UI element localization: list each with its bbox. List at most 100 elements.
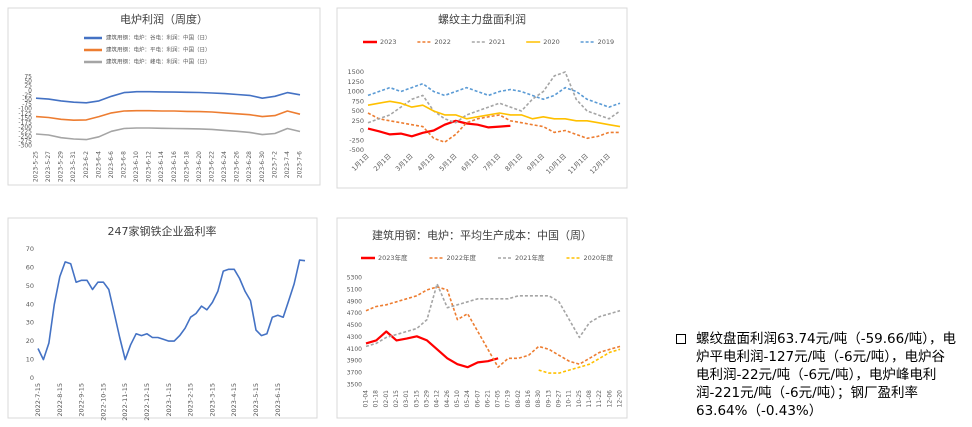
x-tick-label: 2022-10-15 xyxy=(99,383,107,421)
y-tick-label: -200 xyxy=(18,124,32,131)
x-tick-label: 08-02 xyxy=(515,390,522,408)
series-line xyxy=(367,100,621,128)
x-tick-label: 12-20 xyxy=(617,390,624,408)
x-tick-label: 02-15 xyxy=(393,390,400,408)
x-tick-label: 2022-11-15 xyxy=(121,383,129,421)
series-line xyxy=(37,259,306,361)
chart-title: 建筑用钢：电炉：平均生产成本：中国（周） xyxy=(372,228,592,242)
y-tick-label: 25 xyxy=(24,83,32,90)
x-tick-label: 2023-6-15 xyxy=(274,383,282,417)
y-tick-label: -100 xyxy=(18,106,32,113)
x-tick-label: 03-29 xyxy=(423,390,430,408)
y-tick-label: 50 xyxy=(26,282,34,290)
y-tick-label: 60 xyxy=(26,263,34,271)
y-tick-label: -250 xyxy=(349,136,364,144)
y-tick-label: 500 xyxy=(352,107,364,115)
x-tick-label: 2023-6-8 xyxy=(121,151,128,178)
x-tick-label: 12-06 xyxy=(606,390,613,408)
series-line xyxy=(365,283,621,348)
x-tick-label: 2023-6-12 xyxy=(146,151,153,182)
y-tick-label: 0 xyxy=(28,87,32,94)
y-tick-label: 3900 xyxy=(347,358,362,365)
legend-label: 2021年度 xyxy=(515,253,545,262)
x-tick-label: 2023-5-25 xyxy=(33,151,40,182)
y-tick-label: 50 xyxy=(24,78,32,85)
legend-label: 2022 xyxy=(434,38,451,46)
x-tick-label: 10-11 xyxy=(566,390,573,408)
y-tick-label: 10 xyxy=(26,356,34,364)
x-tick-label: 05-10 xyxy=(454,390,461,408)
x-tick-label: 2022-9-15 xyxy=(78,383,86,417)
x-tick-label: 2023-6-28 xyxy=(246,151,253,182)
x-tick-label: 10-25 xyxy=(576,390,583,408)
series-line xyxy=(365,286,621,368)
x-tick-label: 05-24 xyxy=(464,390,471,408)
x-tick-label: 08-16 xyxy=(525,390,532,408)
x-tick-label: 2023-5-31 xyxy=(70,151,77,182)
x-tick-label: 2023-6-18 xyxy=(183,151,190,182)
x-tick-label: 2023-3-15 xyxy=(208,383,216,417)
x-tick-label: 04-26 xyxy=(444,390,451,408)
y-tick-label: -25 xyxy=(22,92,32,99)
x-tick-label: 2023-5-15 xyxy=(252,383,260,417)
series-line xyxy=(35,109,301,121)
y-tick-label: 4100 xyxy=(347,346,362,353)
y-tick-label: 5100 xyxy=(347,286,362,293)
x-tick-label: 2023-6-10 xyxy=(133,151,140,182)
y-tick-label: 750 xyxy=(352,97,364,105)
x-tick-label: 2023-6-24 xyxy=(221,151,228,182)
series-line xyxy=(367,119,511,138)
series-line xyxy=(538,348,621,374)
x-tick-label: 2023-1-15 xyxy=(165,383,173,417)
x-tick-label: 2023-5-29 xyxy=(58,151,65,182)
x-tick-label: 2023-7-4 xyxy=(284,151,291,178)
x-tick-label: 08-30 xyxy=(535,390,542,408)
y-tick-label: -75 xyxy=(22,101,32,108)
x-tick-label: 11-22 xyxy=(596,390,603,408)
legend-label: 2020年度 xyxy=(584,253,614,262)
x-tick-label: 2023-4-15 xyxy=(230,383,238,417)
x-tick-label: 02-01 xyxy=(383,390,390,408)
y-tick-label: 75 xyxy=(24,74,32,81)
chart-frame xyxy=(7,217,318,419)
x-tick-label: 2023-6-30 xyxy=(259,151,266,182)
x-tick-label: 2022-12-15 xyxy=(143,383,151,421)
legend-label: 2023 xyxy=(380,38,397,46)
x-tick-label: 01-04 xyxy=(363,390,370,408)
bullet xyxy=(676,334,686,344)
y-tick-label: 3700 xyxy=(347,370,362,377)
y-tick-label: 4700 xyxy=(347,310,362,317)
x-tick-label: 03-15 xyxy=(413,390,420,408)
y-tick-label: -500 xyxy=(349,146,364,154)
y-tick-label: 4900 xyxy=(347,298,362,305)
x-tick-label: 2023-6-20 xyxy=(196,151,203,182)
x-tick-label: 2022-8-15 xyxy=(56,383,64,417)
y-tick-label: 1500 xyxy=(347,68,364,76)
x-tick-label: 2023-7-6 xyxy=(297,151,304,178)
y-tick-label: 20 xyxy=(26,337,34,345)
legend-label: 2023年度 xyxy=(378,253,408,262)
x-tick-label: 2023-6-6 xyxy=(108,151,115,178)
y-tick-label: -250 xyxy=(18,133,32,140)
legend-label: 建筑用钢：电炉：平电：利润：中国（日） xyxy=(106,46,211,54)
y-tick-label: 0 xyxy=(360,127,364,135)
x-tick-label: 2022-7-15 xyxy=(34,383,42,417)
y-tick-label: 3500 xyxy=(347,382,362,389)
legend-label: 建筑用钢：电炉：谷电：利润：中国（日） xyxy=(106,34,211,42)
y-tick-label: -50 xyxy=(22,97,32,104)
y-tick-label: -225 xyxy=(18,129,32,136)
x-tick-label: 06-21 xyxy=(484,390,491,408)
x-tick-label: 01-18 xyxy=(373,390,380,408)
y-tick-label: 5300 xyxy=(347,275,362,282)
chart-frame xyxy=(7,7,321,186)
x-tick-label: 2023-6-16 xyxy=(171,151,178,182)
x-tick-label: 2023-6-14 xyxy=(158,151,165,182)
y-tick-label: 70 xyxy=(26,245,34,253)
note: 螺纹盘面利润63.74元/吨（-59.66/吨），电炉平电利润-127元/吨（-… xyxy=(676,330,958,420)
y-tick-label: -150 xyxy=(18,115,32,122)
y-tick-label: -300 xyxy=(18,143,32,150)
x-tick-label: 2023-6-2 xyxy=(83,151,90,178)
series-line xyxy=(35,127,301,141)
legend-label: 2019 xyxy=(598,38,615,46)
